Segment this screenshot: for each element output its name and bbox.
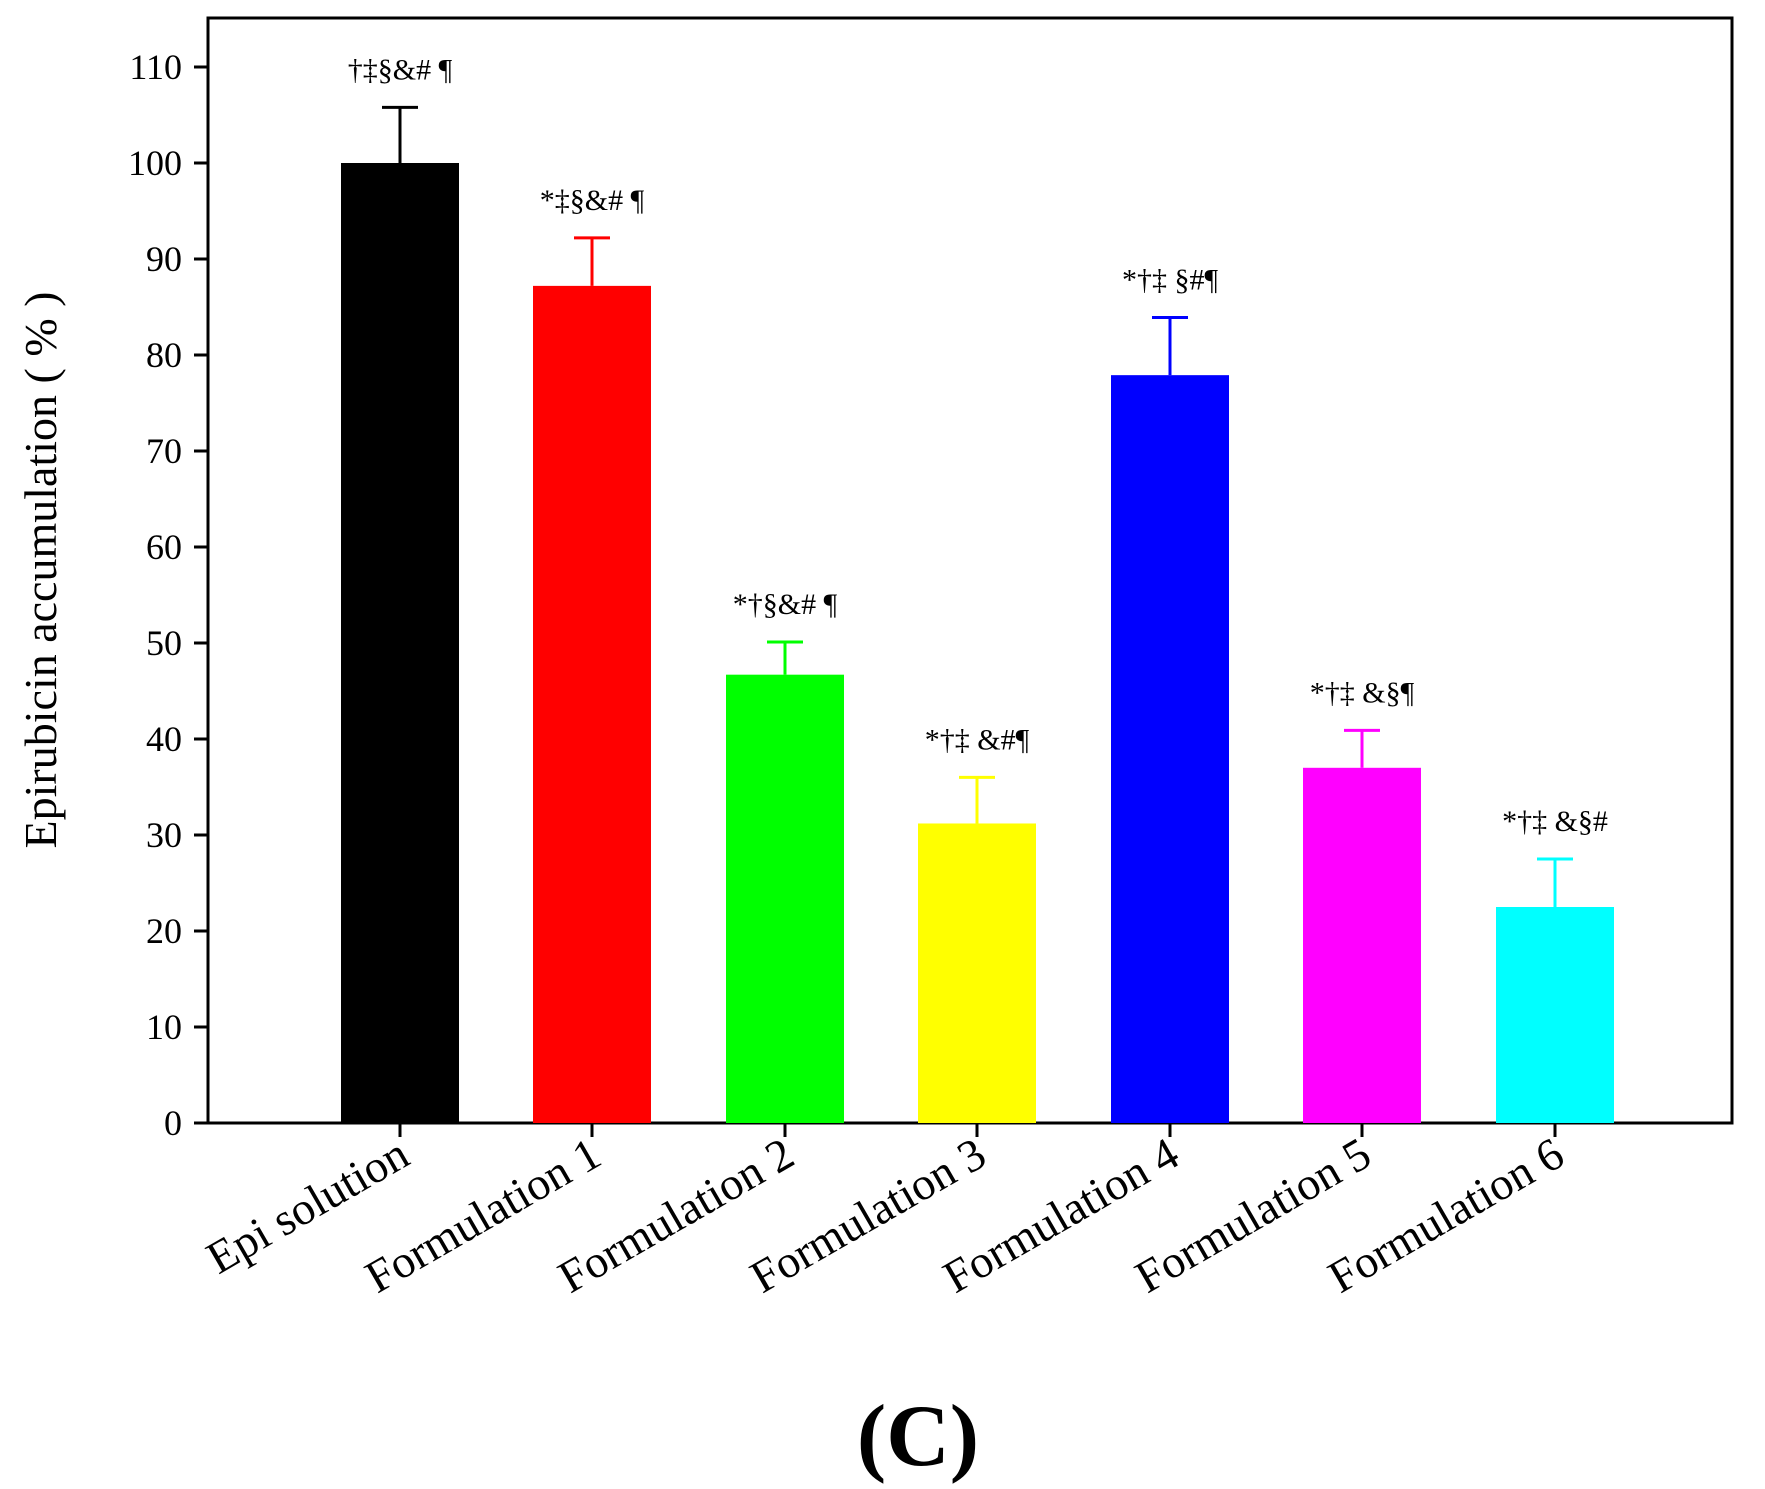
bar-7 bbox=[1496, 907, 1614, 1123]
y-axis: 0 10 20 30 40 50 60 70 80 90 100 110 bbox=[128, 47, 208, 1143]
significance-label-3: *†§&# ¶ bbox=[733, 588, 838, 621]
y-tick-label-60: 60 bbox=[146, 527, 182, 567]
significance-label-5: *†‡ §#¶ bbox=[1122, 264, 1219, 297]
y-tick-label-0: 0 bbox=[164, 1103, 182, 1143]
bar-2 bbox=[533, 285, 651, 1123]
bar-3 bbox=[726, 674, 844, 1123]
bar-6 bbox=[1303, 767, 1421, 1123]
y-tick-label-100: 100 bbox=[128, 143, 182, 183]
y-tick-label-10: 10 bbox=[146, 1007, 182, 1047]
significance-label-6: *†‡ &§¶ bbox=[1310, 676, 1415, 709]
y-axis-title: Epirubicin accumulation ( % ) bbox=[15, 292, 66, 849]
y-tick-label-80: 80 bbox=[146, 335, 182, 375]
panel-label: (C) bbox=[857, 1388, 979, 1485]
bar-5 bbox=[1111, 375, 1229, 1123]
significance-label-7: *†‡ &§# bbox=[1502, 805, 1608, 838]
bars-group: †‡§&# ¶ *‡§&# ¶ *†§&# ¶ *†‡ &#¶ *†‡ §#¶ *†‡ &… bbox=[341, 53, 1614, 1123]
significance-label-4: *†‡ &#¶ bbox=[925, 723, 1030, 756]
y-tick-label-40: 40 bbox=[146, 719, 182, 759]
y-tick-label-30: 30 bbox=[146, 815, 182, 855]
y-tick-label-110: 110 bbox=[129, 47, 182, 87]
y-tick-label-90: 90 bbox=[146, 239, 182, 279]
bar-4 bbox=[918, 823, 1036, 1123]
y-tick-label-20: 20 bbox=[146, 911, 182, 951]
y-tick-label-50: 50 bbox=[146, 623, 182, 663]
y-tick-label-70: 70 bbox=[146, 431, 182, 471]
significance-label-2: *‡§&# ¶ bbox=[540, 184, 645, 217]
bar-1 bbox=[341, 163, 459, 1123]
significance-label-1: †‡§&# ¶ bbox=[348, 53, 453, 86]
